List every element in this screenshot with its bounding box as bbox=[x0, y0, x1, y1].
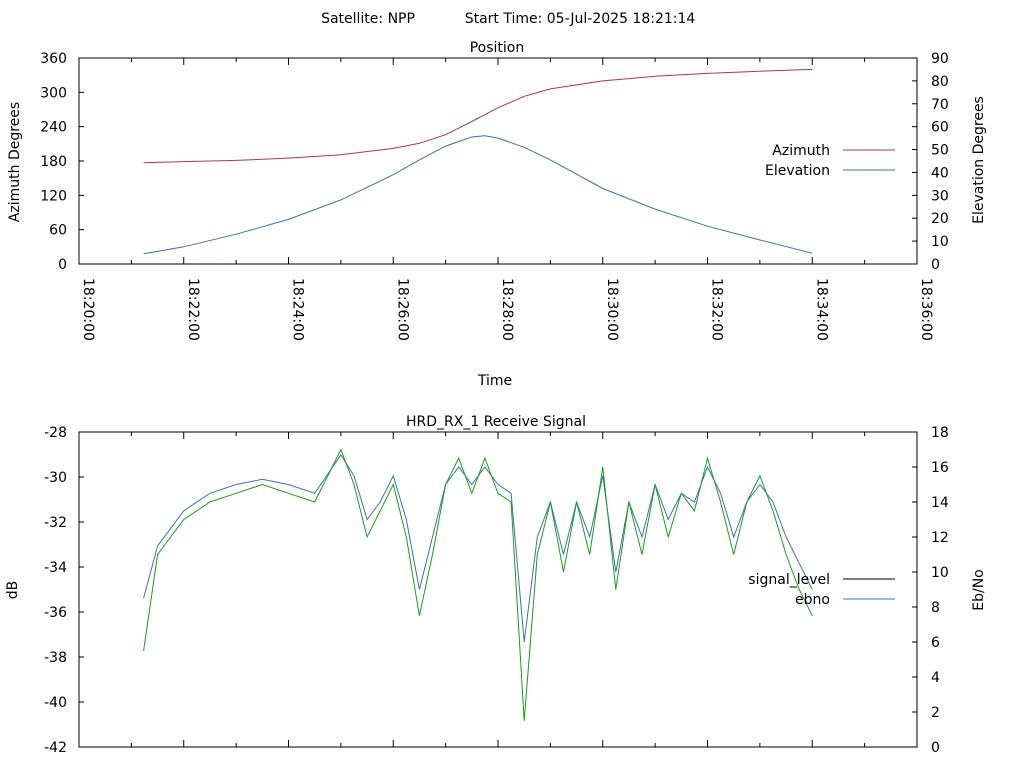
y-tick-label: -38 bbox=[44, 650, 67, 666]
x-tick-label: 18:20:00 bbox=[80, 278, 96, 341]
x-tick-label: 18:30:00 bbox=[604, 278, 620, 341]
y2-tick-label: 16 bbox=[931, 460, 949, 476]
legend-label: signal_level bbox=[748, 572, 830, 588]
position-y-axis-label: Azimuth Degrees bbox=[7, 102, 23, 222]
y-tick-label: -36 bbox=[44, 605, 67, 621]
y2-tick-label: 6 bbox=[931, 635, 940, 651]
y2-tick-label: 10 bbox=[931, 234, 949, 250]
y2-tick-label: 8 bbox=[931, 600, 940, 616]
position-x-axis-label: Time bbox=[477, 373, 512, 389]
x-tick-label: 18:24:00 bbox=[290, 278, 306, 341]
position-chart-title: Position bbox=[470, 40, 525, 56]
y2-tick-label: 30 bbox=[931, 188, 949, 204]
x-tick-label: 18:28:00 bbox=[499, 278, 515, 341]
y-tick-label: 360 bbox=[40, 51, 67, 67]
y-tick-label: 0 bbox=[58, 257, 67, 273]
series-line-Elevation bbox=[143, 135, 813, 255]
series-line-unnamed-2 bbox=[143, 448, 813, 721]
y-tick-label: -42 bbox=[44, 740, 67, 756]
y-tick-label: -28 bbox=[44, 425, 67, 441]
y2-tick-label: 90 bbox=[931, 51, 949, 67]
signal-plot: -42 -40 -38 -36 -34 -32 -30 -28 0 2 4 6 8 10 12 14 16 18 s… bbox=[44, 425, 949, 756]
signal-y-axis-label: dB bbox=[5, 581, 21, 600]
legend-label: Azimuth bbox=[772, 143, 830, 159]
y2-tick-label: 50 bbox=[931, 143, 949, 159]
y-tick-label: 60 bbox=[49, 223, 67, 239]
position-y2-axis-label: Elevation Degrees bbox=[971, 96, 987, 224]
y2-tick-label: 18 bbox=[931, 425, 949, 441]
y-tick-label: 180 bbox=[40, 154, 67, 170]
y2-tick-label: 10 bbox=[931, 565, 949, 581]
y-tick-label: 120 bbox=[40, 188, 67, 204]
y2-tick-label: 4 bbox=[931, 670, 940, 686]
y2-tick-label: 2 bbox=[931, 705, 940, 721]
signal-chart-title: HRD_RX_1 Receive Signal bbox=[406, 414, 586, 430]
start-time-label: Start Time: 05-Jul-2025 18:21:14 bbox=[465, 11, 696, 27]
position-plot: 0 60 120 180 240 300 360 0 10 20 30 40 50 60 70 80 90 18:… bbox=[40, 51, 949, 341]
x-tick-label: 18:32:00 bbox=[709, 278, 725, 341]
series-line-ebno bbox=[143, 453, 813, 643]
y2-tick-label: 80 bbox=[931, 74, 949, 90]
plot-frame bbox=[78, 431, 918, 748]
y-tick-label: 240 bbox=[40, 120, 67, 136]
y2-tick-label: 20 bbox=[931, 211, 949, 227]
y2-tick-label: 0 bbox=[931, 257, 940, 273]
y2-tick-label: 14 bbox=[931, 495, 949, 511]
y-tick-label: -40 bbox=[44, 695, 67, 711]
y-tick-label: 300 bbox=[40, 85, 67, 101]
legend-label: ebno bbox=[795, 592, 830, 608]
y-tick-label: -32 bbox=[44, 515, 67, 531]
x-tick-label: 18:36:00 bbox=[918, 278, 934, 341]
y2-tick-label: 40 bbox=[931, 165, 949, 181]
satellite-label: Satellite: NPP bbox=[321, 11, 415, 27]
y-tick-label: -30 bbox=[44, 470, 67, 486]
signal-y2-axis-label: Eb/No bbox=[971, 569, 987, 611]
y2-tick-label: 12 bbox=[931, 530, 949, 546]
legend-label: Elevation bbox=[765, 163, 830, 179]
y2-tick-label: 70 bbox=[931, 97, 949, 113]
y2-tick-label: 0 bbox=[931, 740, 940, 756]
x-tick-label: 18:26:00 bbox=[394, 278, 410, 341]
x-tick-label: 18:22:00 bbox=[185, 278, 201, 341]
y-tick-label: -34 bbox=[44, 560, 67, 576]
y2-tick-label: 60 bbox=[931, 120, 949, 136]
x-tick-label: 18:34:00 bbox=[813, 278, 829, 341]
series-line-Azimuth bbox=[143, 68, 813, 164]
